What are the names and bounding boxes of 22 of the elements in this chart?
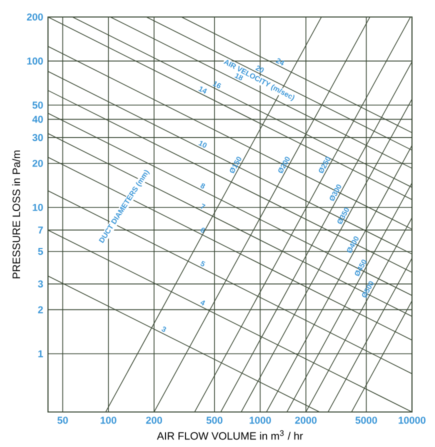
y-tick-label: 3 [38,280,43,288]
y-tick-label: 200 [26,13,43,21]
y-tick-label: 40 [32,116,43,123]
y-tick-label: 2 [38,306,43,314]
x-tick-label: 10000 [398,416,426,424]
x-tick-label: 200 [146,416,162,424]
y-tick-label: 50 [32,102,43,109]
y-tick-label: 10 [32,204,43,211]
y-tick-label: 20 [32,160,43,167]
y-tick-label: 7 [38,226,43,234]
y-tick-label: 30 [32,134,43,142]
x-tick-label: 1000 [250,416,271,424]
y-tick-label: 1 [38,350,44,358]
x-tick-label: 5000 [355,416,377,424]
x-tick-label: 2000 [295,416,317,424]
y-tick-label: 100 [27,58,43,65]
x-tick-label: 500 [206,416,222,424]
x-tick-label: 100 [100,416,116,424]
x-tick-label: 50 [57,416,68,424]
x-axis-title: AIR FLOW VOLUME in m$^{3}$ / hr [156,430,303,440]
y-axis-title: PRESSURE LOSS in Pa/m [12,150,20,278]
y-tick-label: 5 [38,248,44,255]
